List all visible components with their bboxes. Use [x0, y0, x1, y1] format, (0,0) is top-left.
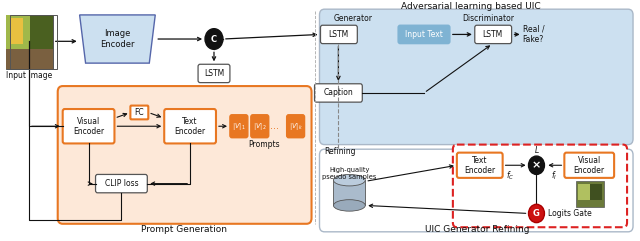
Text: ×: ×	[532, 160, 541, 170]
FancyBboxPatch shape	[131, 106, 148, 119]
Text: Refining: Refining	[324, 147, 356, 156]
FancyBboxPatch shape	[457, 153, 502, 178]
Text: Input Image: Input Image	[6, 71, 52, 80]
Circle shape	[205, 29, 223, 49]
Text: Prompt Generation: Prompt Generation	[141, 225, 227, 234]
Text: LSTM: LSTM	[204, 69, 224, 78]
Bar	[30, 15, 52, 49]
Text: C: C	[211, 34, 217, 44]
Text: Input Text: Input Text	[405, 30, 443, 39]
FancyBboxPatch shape	[453, 145, 627, 227]
Circle shape	[529, 156, 545, 174]
Text: LSTM: LSTM	[483, 30, 503, 39]
Bar	[590, 184, 602, 200]
Text: FC: FC	[134, 108, 144, 117]
Text: Prompts: Prompts	[248, 140, 280, 149]
FancyBboxPatch shape	[58, 86, 312, 224]
FancyBboxPatch shape	[319, 149, 633, 232]
Text: Image
Encoder: Image Encoder	[100, 29, 134, 49]
Text: G: G	[533, 209, 540, 218]
Text: $|V|_2$: $|V|_2$	[253, 121, 267, 132]
Text: High-quality
pseudo samples: High-quality pseudo samples	[322, 167, 376, 180]
Text: $|V|_k$: $|V|_k$	[289, 121, 303, 132]
Text: Caption: Caption	[324, 88, 353, 97]
FancyBboxPatch shape	[164, 109, 216, 143]
Polygon shape	[79, 15, 156, 63]
Text: $f_C$: $f_C$	[506, 169, 515, 182]
Text: $L$: $L$	[534, 144, 540, 155]
Text: CLIP loss: CLIP loss	[104, 179, 138, 188]
Circle shape	[529, 204, 545, 223]
Bar	[6, 15, 52, 69]
Text: Visual
Encoder: Visual Encoder	[73, 117, 104, 136]
FancyBboxPatch shape	[319, 9, 633, 145]
Bar	[576, 181, 604, 207]
Text: $f_I$: $f_I$	[551, 169, 557, 182]
Text: ...: ...	[270, 121, 279, 131]
Bar	[6, 49, 52, 69]
FancyBboxPatch shape	[251, 115, 269, 138]
FancyBboxPatch shape	[230, 115, 248, 138]
Bar	[579, 184, 590, 200]
FancyBboxPatch shape	[287, 115, 305, 138]
FancyBboxPatch shape	[198, 64, 230, 83]
Text: Real /
Fake?: Real / Fake?	[522, 25, 544, 44]
Text: Discriminator: Discriminator	[463, 14, 515, 23]
FancyBboxPatch shape	[95, 174, 147, 193]
Bar	[11, 18, 23, 44]
FancyBboxPatch shape	[475, 25, 511, 44]
Bar	[333, 180, 365, 205]
FancyBboxPatch shape	[321, 25, 357, 44]
Bar	[10, 15, 57, 69]
Text: Adversarial learning based UIC: Adversarial learning based UIC	[401, 2, 541, 11]
Text: Text
Encoder: Text Encoder	[464, 155, 495, 175]
Text: $|V|_1$: $|V|_1$	[232, 121, 246, 132]
FancyBboxPatch shape	[63, 109, 115, 143]
Text: UIC Generator Refining: UIC Generator Refining	[424, 225, 529, 234]
Text: Visual
Encoder: Visual Encoder	[573, 155, 605, 175]
Text: Generator: Generator	[333, 14, 372, 23]
FancyBboxPatch shape	[564, 153, 614, 178]
Text: LSTM: LSTM	[328, 30, 349, 39]
FancyBboxPatch shape	[314, 84, 362, 102]
Ellipse shape	[333, 174, 365, 186]
Text: Logits Gate: Logits Gate	[548, 209, 592, 218]
FancyBboxPatch shape	[398, 25, 450, 44]
Ellipse shape	[333, 200, 365, 211]
Text: Text
Encoder: Text Encoder	[175, 117, 205, 136]
Bar	[6, 15, 30, 49]
